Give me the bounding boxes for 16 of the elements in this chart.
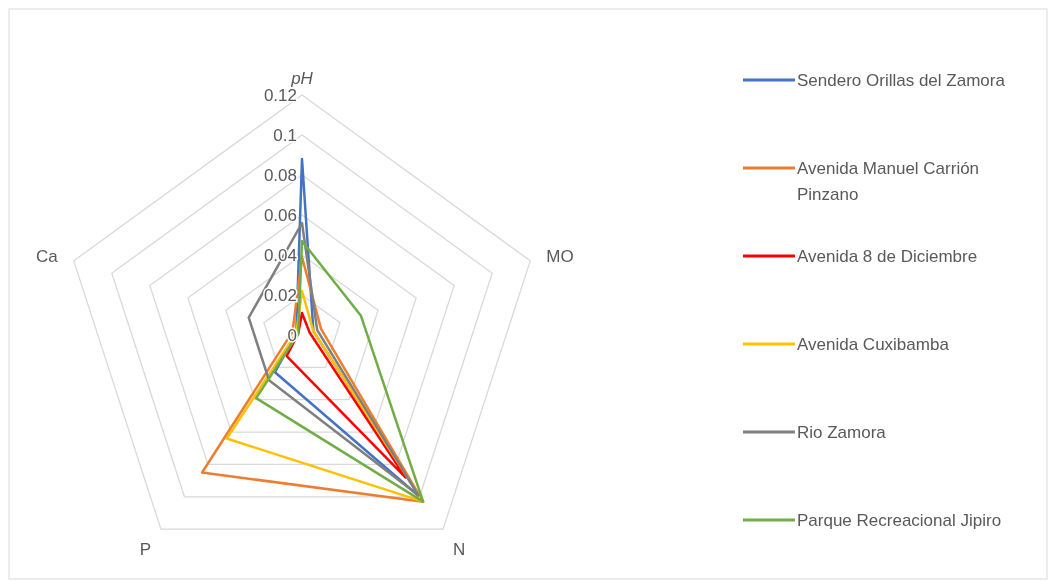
y-tick-label: 0.12: [263, 86, 297, 105]
y-tick-label: 0.06: [263, 206, 297, 225]
legend-label: Avenida 8 de Diciembre: [797, 247, 978, 266]
legend-label: Avenida Cuxibamba: [797, 335, 950, 354]
spoke-label: N: [452, 539, 466, 559]
y-tick-label: 0.02: [263, 286, 297, 305]
legend-label: Rio Zamora: [797, 423, 887, 442]
spoke-label: MO: [546, 246, 574, 266]
legend-label: Sendero Orillas del Zamora: [797, 71, 1006, 90]
spoke-label: pH: [290, 69, 314, 89]
legend-label: Parque Recreacional Jipiro: [797, 511, 1002, 530]
legend-label: Avenida Manuel Carrión Pinzano: [797, 159, 980, 204]
y-tick-label: 0.08: [263, 166, 297, 185]
spoke-label: P: [139, 539, 152, 559]
y-tick-label: 0.1: [273, 126, 297, 145]
spoke-label: Ca: [36, 246, 59, 266]
